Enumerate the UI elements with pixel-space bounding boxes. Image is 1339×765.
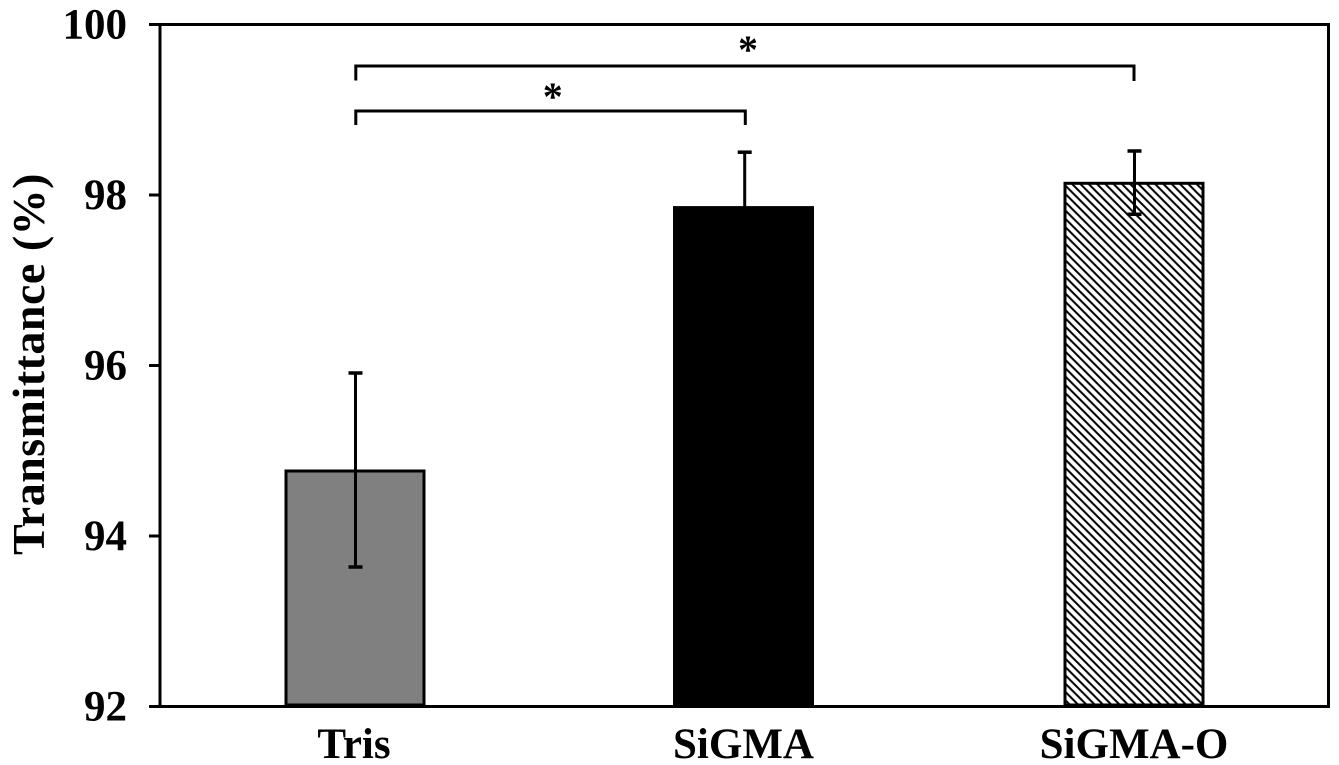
svg-text:Tris: Tris [317, 721, 390, 765]
svg-text:98: 98 [84, 172, 127, 219]
svg-text:Transmittance (%): Transmittance (%) [3, 173, 54, 555]
svg-text:92: 92 [84, 684, 127, 731]
svg-text:96: 96 [84, 343, 127, 390]
svg-text:*: * [738, 27, 758, 72]
svg-text:100: 100 [63, 2, 128, 49]
svg-text:94: 94 [84, 513, 127, 560]
svg-text:SiGMA: SiGMA [673, 721, 814, 765]
svg-text:SiGMA-O: SiGMA-O [1040, 721, 1229, 765]
svg-text:*: * [543, 74, 563, 119]
